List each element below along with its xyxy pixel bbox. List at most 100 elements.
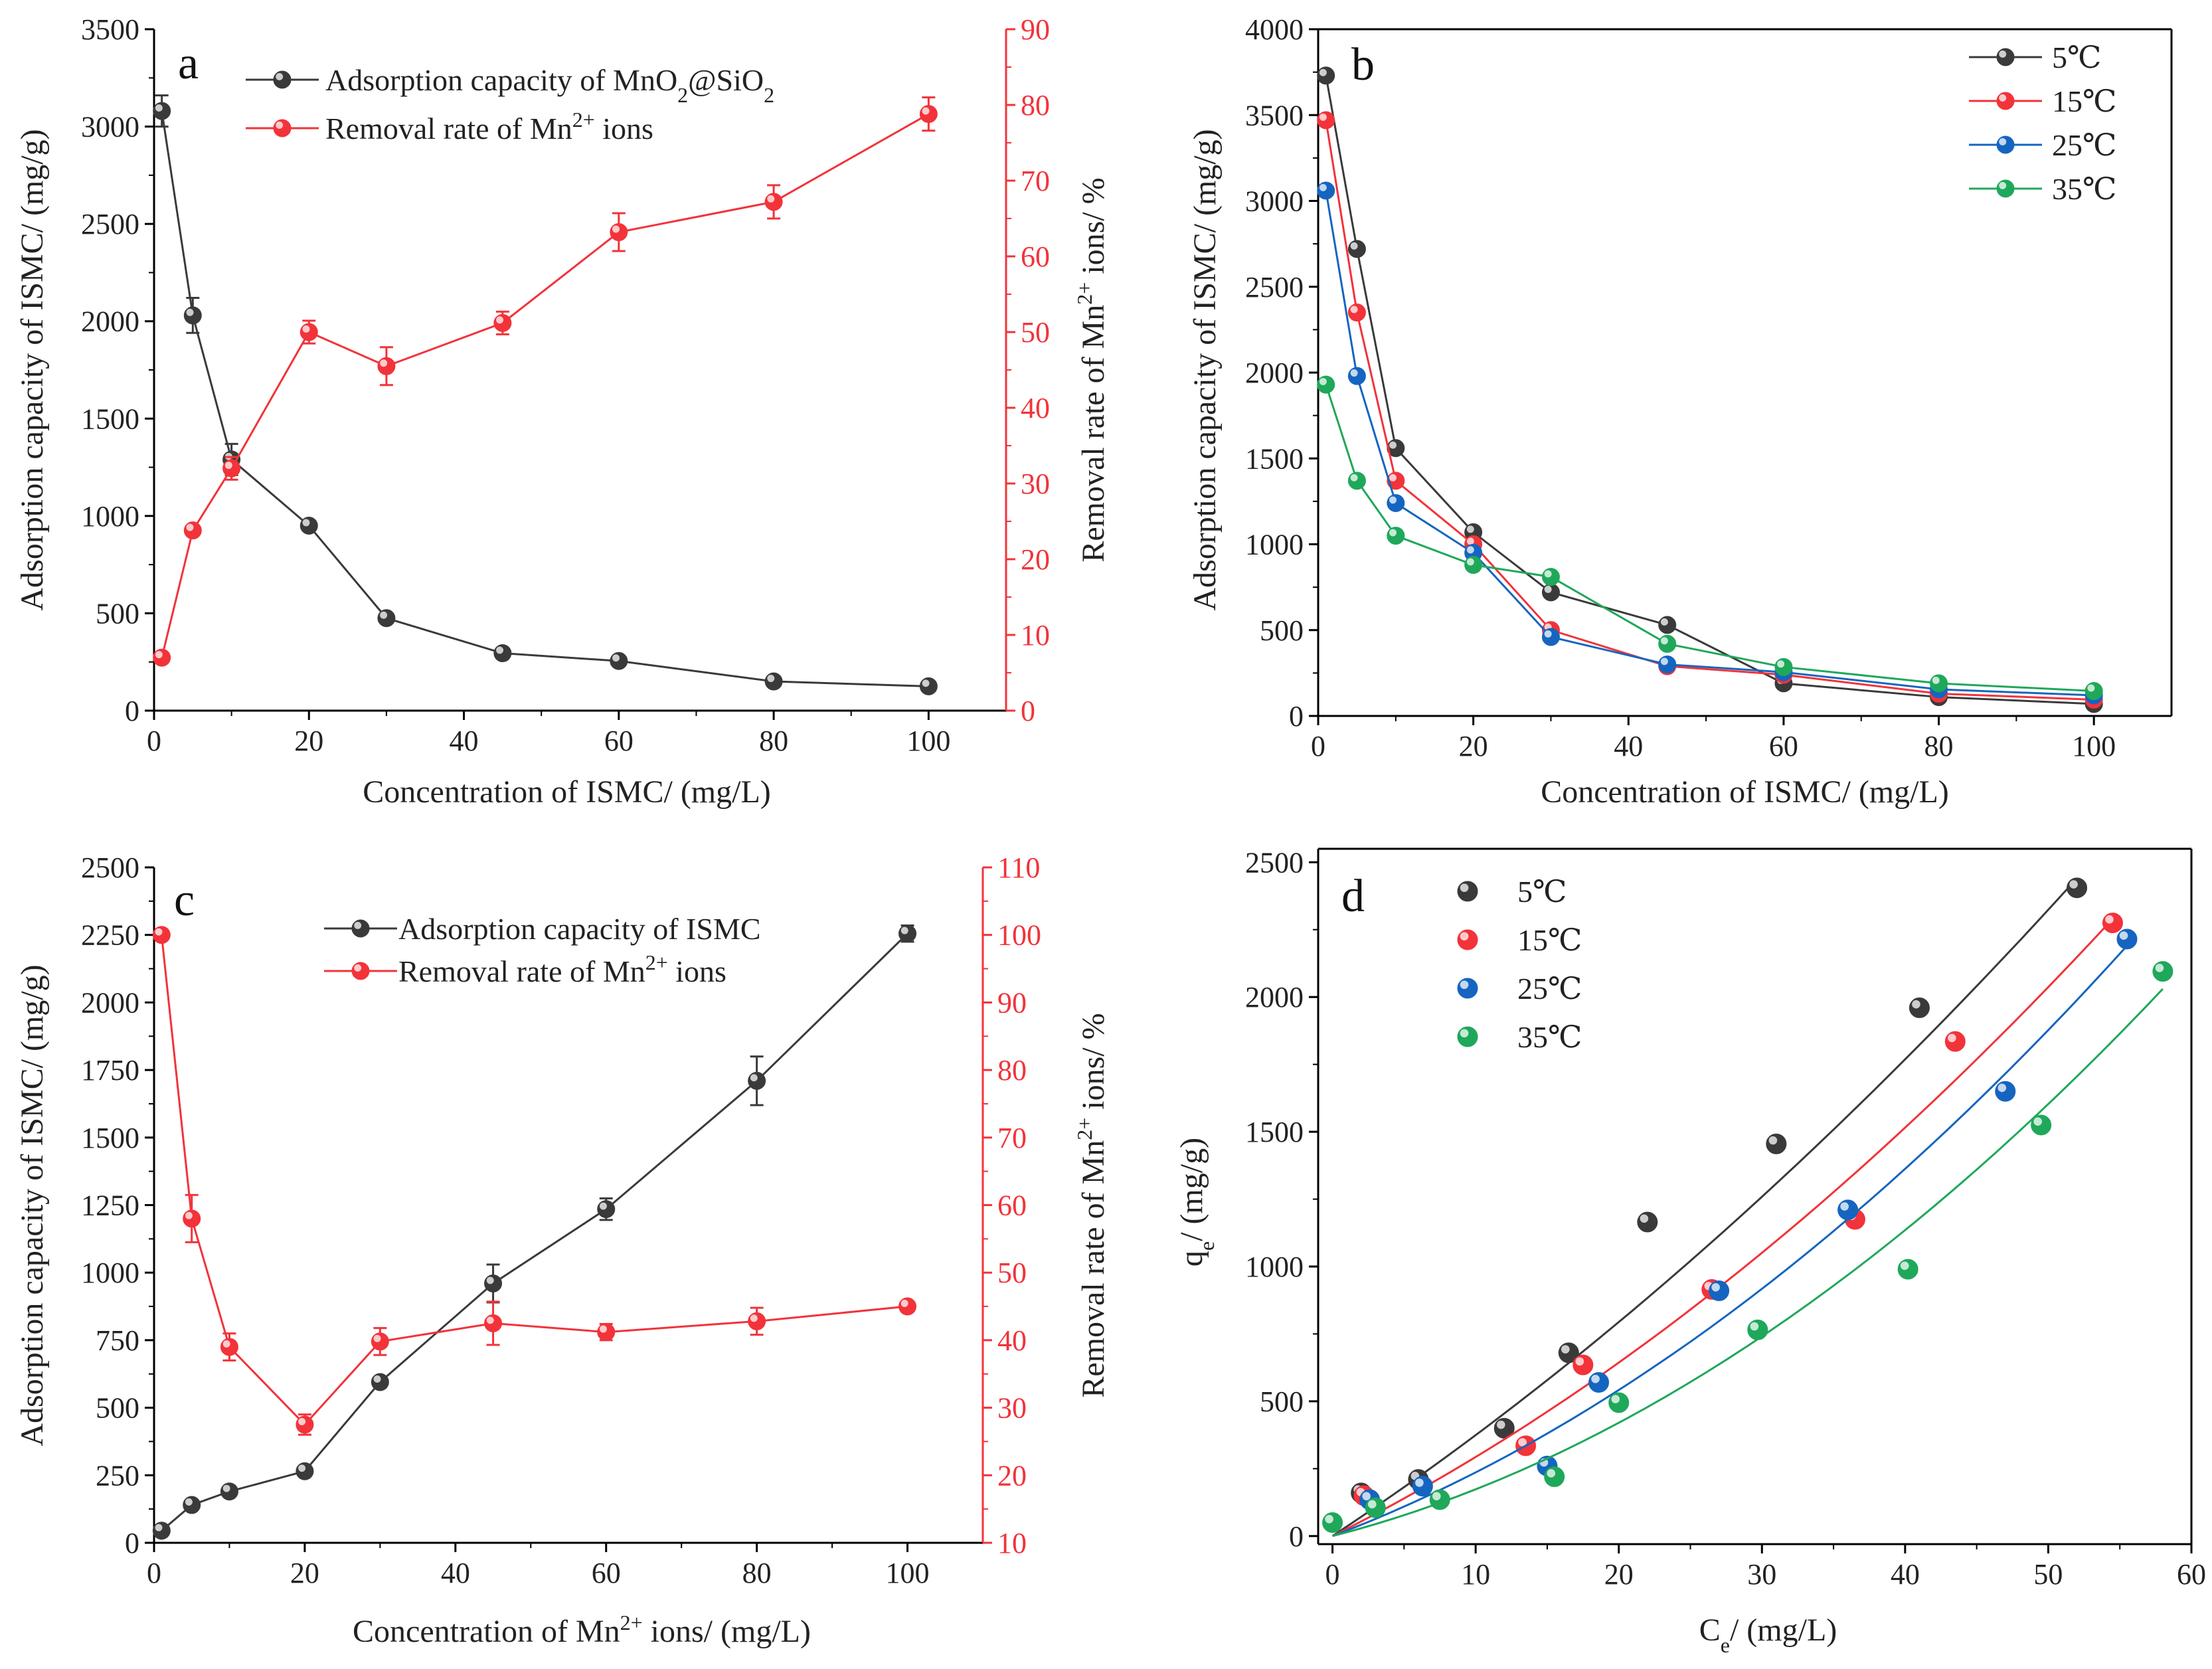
x-tick-label: 40 xyxy=(1891,1558,1920,1591)
legend-marker-highlight xyxy=(1999,137,2007,145)
x-tick-label: 0 xyxy=(147,725,161,757)
data-point-s0-3-highlight xyxy=(298,1464,306,1472)
data-point-s0-7-highlight xyxy=(2069,880,2078,889)
y-tick-label: 750 xyxy=(96,1324,139,1357)
data-point-s3-3-highlight xyxy=(1466,558,1474,566)
y-tick-label: 2500 xyxy=(1245,271,1304,304)
y2-tick-label: 60 xyxy=(1021,240,1050,273)
data-point-s3-4 xyxy=(1608,1392,1630,1413)
data-point-s2-0-highlight xyxy=(1362,1492,1371,1501)
data-point-s1-3 xyxy=(299,323,318,341)
data-point-s3-5 xyxy=(1658,634,1677,653)
legend-label: Removal rate of Mn2+ ions xyxy=(325,108,653,145)
legend-label: Removal rate of Mn2+ ions xyxy=(398,950,726,988)
x-tick-label: 80 xyxy=(742,1557,772,1589)
y-tick-label: 2000 xyxy=(81,306,139,338)
legend-label: 35℃ xyxy=(1517,1020,1582,1054)
data-point-s1-6-highlight xyxy=(599,1325,607,1333)
data-point-s0-7-highlight xyxy=(750,1074,758,1082)
x-tick-label: 60 xyxy=(592,1557,621,1589)
data-point-s0-0 xyxy=(1317,66,1335,85)
data-point-s1-0-highlight xyxy=(155,928,163,936)
data-point-s0-8 xyxy=(898,924,917,943)
series-line-3 xyxy=(1325,384,2094,693)
y2-tick-label: 20 xyxy=(997,1459,1027,1492)
y-tick-label: 3000 xyxy=(1245,185,1304,218)
data-point-s1-7 xyxy=(748,1312,766,1330)
data-point-s3-1-highlight xyxy=(1367,1500,1377,1509)
legend-marker-highlight xyxy=(1999,94,2007,102)
data-point-s1-6 xyxy=(610,223,628,242)
legend-marker xyxy=(273,119,292,137)
panel-d: 0 10 20 30 40 50 60 0 500 1000 1500 2000 2500 Ce/ (mg… xyxy=(1174,846,2206,1657)
legend-marker xyxy=(273,70,292,89)
data-point-s3-8 xyxy=(2152,961,2173,982)
data-point-s1-5-highlight xyxy=(1948,1033,1956,1043)
x-tick-label: 100 xyxy=(906,725,950,757)
data-point-s1-1-highlight xyxy=(1518,1438,1527,1447)
x-tick-label: 80 xyxy=(1924,730,1954,762)
data-point-s0-7 xyxy=(748,1071,766,1090)
data-point-s0-3-highlight xyxy=(1466,525,1474,533)
y-tick-label: 500 xyxy=(96,597,139,630)
data-point-s3-2-highlight xyxy=(1389,529,1397,537)
data-point-s1-6-highlight xyxy=(2105,915,2114,924)
data-point-s0-2-highlight xyxy=(1496,1420,1505,1429)
data-point-s0-3 xyxy=(299,517,318,535)
fit-curve-3 xyxy=(1332,988,2164,1537)
fit-curve-2 xyxy=(1332,945,2128,1537)
x-tick-label: 60 xyxy=(604,725,634,757)
y-tick-label: 1000 xyxy=(81,500,139,533)
x-tick-label: 50 xyxy=(2033,1558,2063,1591)
fit-curve-1 xyxy=(1331,918,2114,1537)
x-tick-label: 100 xyxy=(2072,730,2116,762)
y2-tick-label: 40 xyxy=(997,1324,1027,1357)
legend-marker xyxy=(1996,135,2015,154)
data-point-s0-4-highlight xyxy=(1640,1214,1649,1223)
data-point-s3-7 xyxy=(1930,674,1948,693)
data-point-s0-6-highlight xyxy=(1912,1000,1920,1009)
data-point-s2-3-highlight xyxy=(1591,1374,1600,1383)
data-point-s0-8-highlight xyxy=(922,679,930,687)
x-tick-label: 10 xyxy=(1461,1558,1490,1591)
y2-tick-label: 80 xyxy=(997,1054,1027,1087)
x-axis-title: Ce/ (mg/L) xyxy=(1699,1613,1837,1657)
data-point-s2-5 xyxy=(1837,1199,1859,1221)
y-axis-title: qe/ (mg/g) xyxy=(1174,1138,1219,1267)
series-line-0 xyxy=(1325,75,2094,705)
y-tick-label: 2500 xyxy=(81,851,139,884)
data-point-s3-1 xyxy=(1347,472,1366,490)
y-tick-label: 2000 xyxy=(1245,981,1304,1013)
legend-marker xyxy=(1996,48,2015,66)
data-point-s0-4-highlight xyxy=(380,611,388,619)
y2-tick-label: 70 xyxy=(997,1122,1027,1154)
legend-marker-highlight xyxy=(1460,1029,1469,1038)
data-point-s1-8 xyxy=(919,105,938,124)
x-tick-label: 100 xyxy=(886,1557,930,1589)
x-tick-label: 20 xyxy=(290,1557,319,1589)
data-point-s2-1 xyxy=(1412,1476,1433,1497)
legend-marker-highlight xyxy=(1460,980,1469,990)
y-tick-label: 1500 xyxy=(81,1122,139,1154)
data-point-s3-6-highlight xyxy=(1900,1261,1909,1271)
data-point-s0-0-highlight xyxy=(155,104,163,112)
data-point-s1-5 xyxy=(484,1314,503,1332)
data-point-s1-7-highlight xyxy=(767,195,775,203)
x-tick-label: 0 xyxy=(147,1557,161,1589)
x-tick-label: 60 xyxy=(1769,730,1798,762)
data-point-s2-6-highlight xyxy=(1998,1083,2007,1093)
legend-marker-highlight xyxy=(354,921,362,929)
data-point-s2-1-highlight xyxy=(1415,1478,1424,1487)
data-point-s1-7-highlight xyxy=(750,1314,758,1322)
data-point-s0-5 xyxy=(1766,1133,1787,1154)
data-point-s0-5 xyxy=(1658,616,1677,634)
data-point-s1-6-highlight xyxy=(612,225,620,233)
y2-tick-label: 20 xyxy=(1021,543,1050,576)
data-point-s0-7-highlight xyxy=(767,675,775,682)
x-tick-label: 80 xyxy=(759,725,788,757)
y-tick-label: 2000 xyxy=(1245,357,1304,389)
data-point-s1-2 xyxy=(1573,1354,1594,1375)
data-point-s3-8 xyxy=(2084,682,2103,701)
y2-tick-label: 90 xyxy=(1021,13,1050,46)
data-point-s1-7 xyxy=(764,193,783,211)
